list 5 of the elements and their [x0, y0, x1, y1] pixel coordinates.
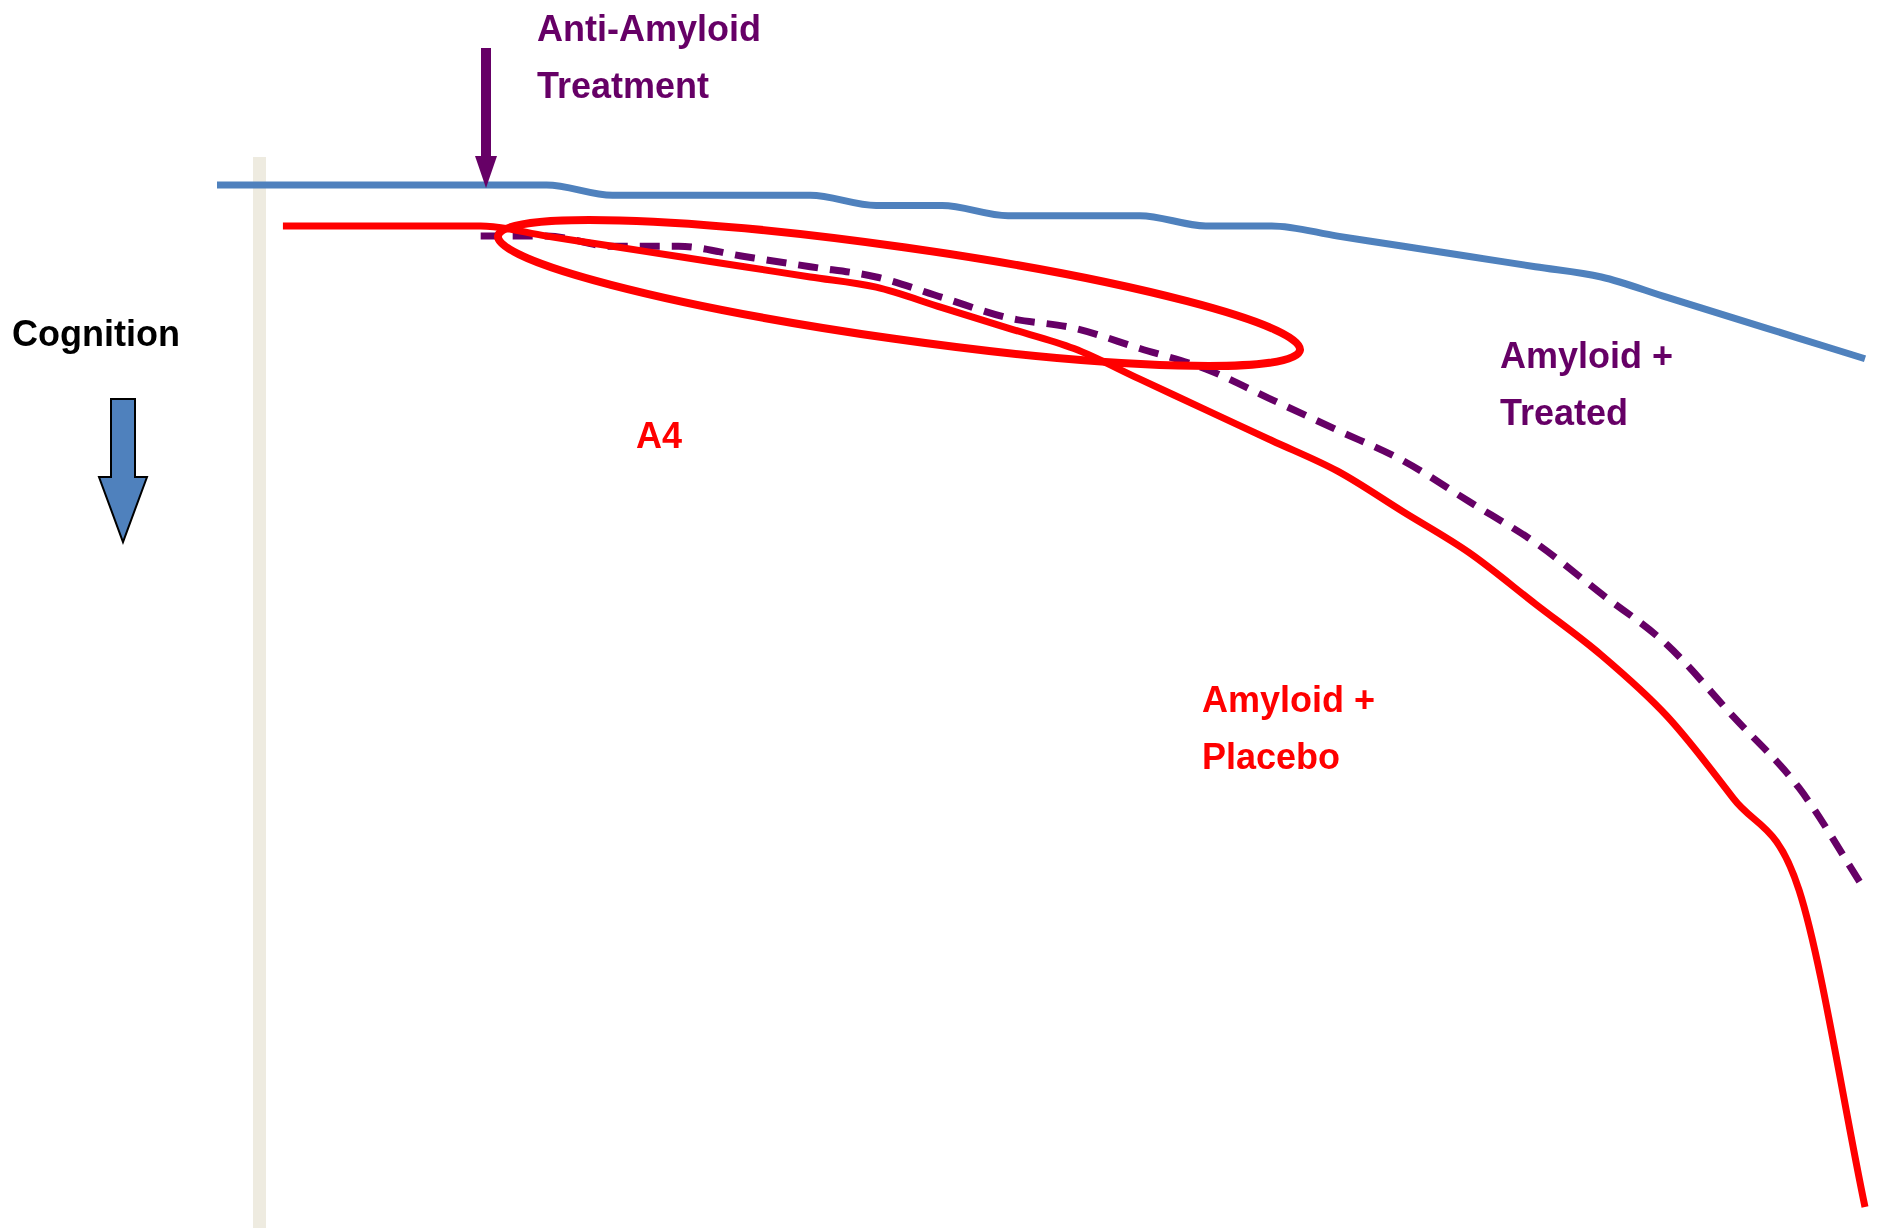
annotation: A4	[636, 414, 683, 458]
y-axis-title: Cognition	[12, 312, 180, 356]
text: Anti-Amyloid Treatment	[537, 7, 762, 108]
text: Amyloid + Treated	[1500, 334, 1675, 435]
text: Amyloid + Placebo	[1202, 678, 1377, 779]
